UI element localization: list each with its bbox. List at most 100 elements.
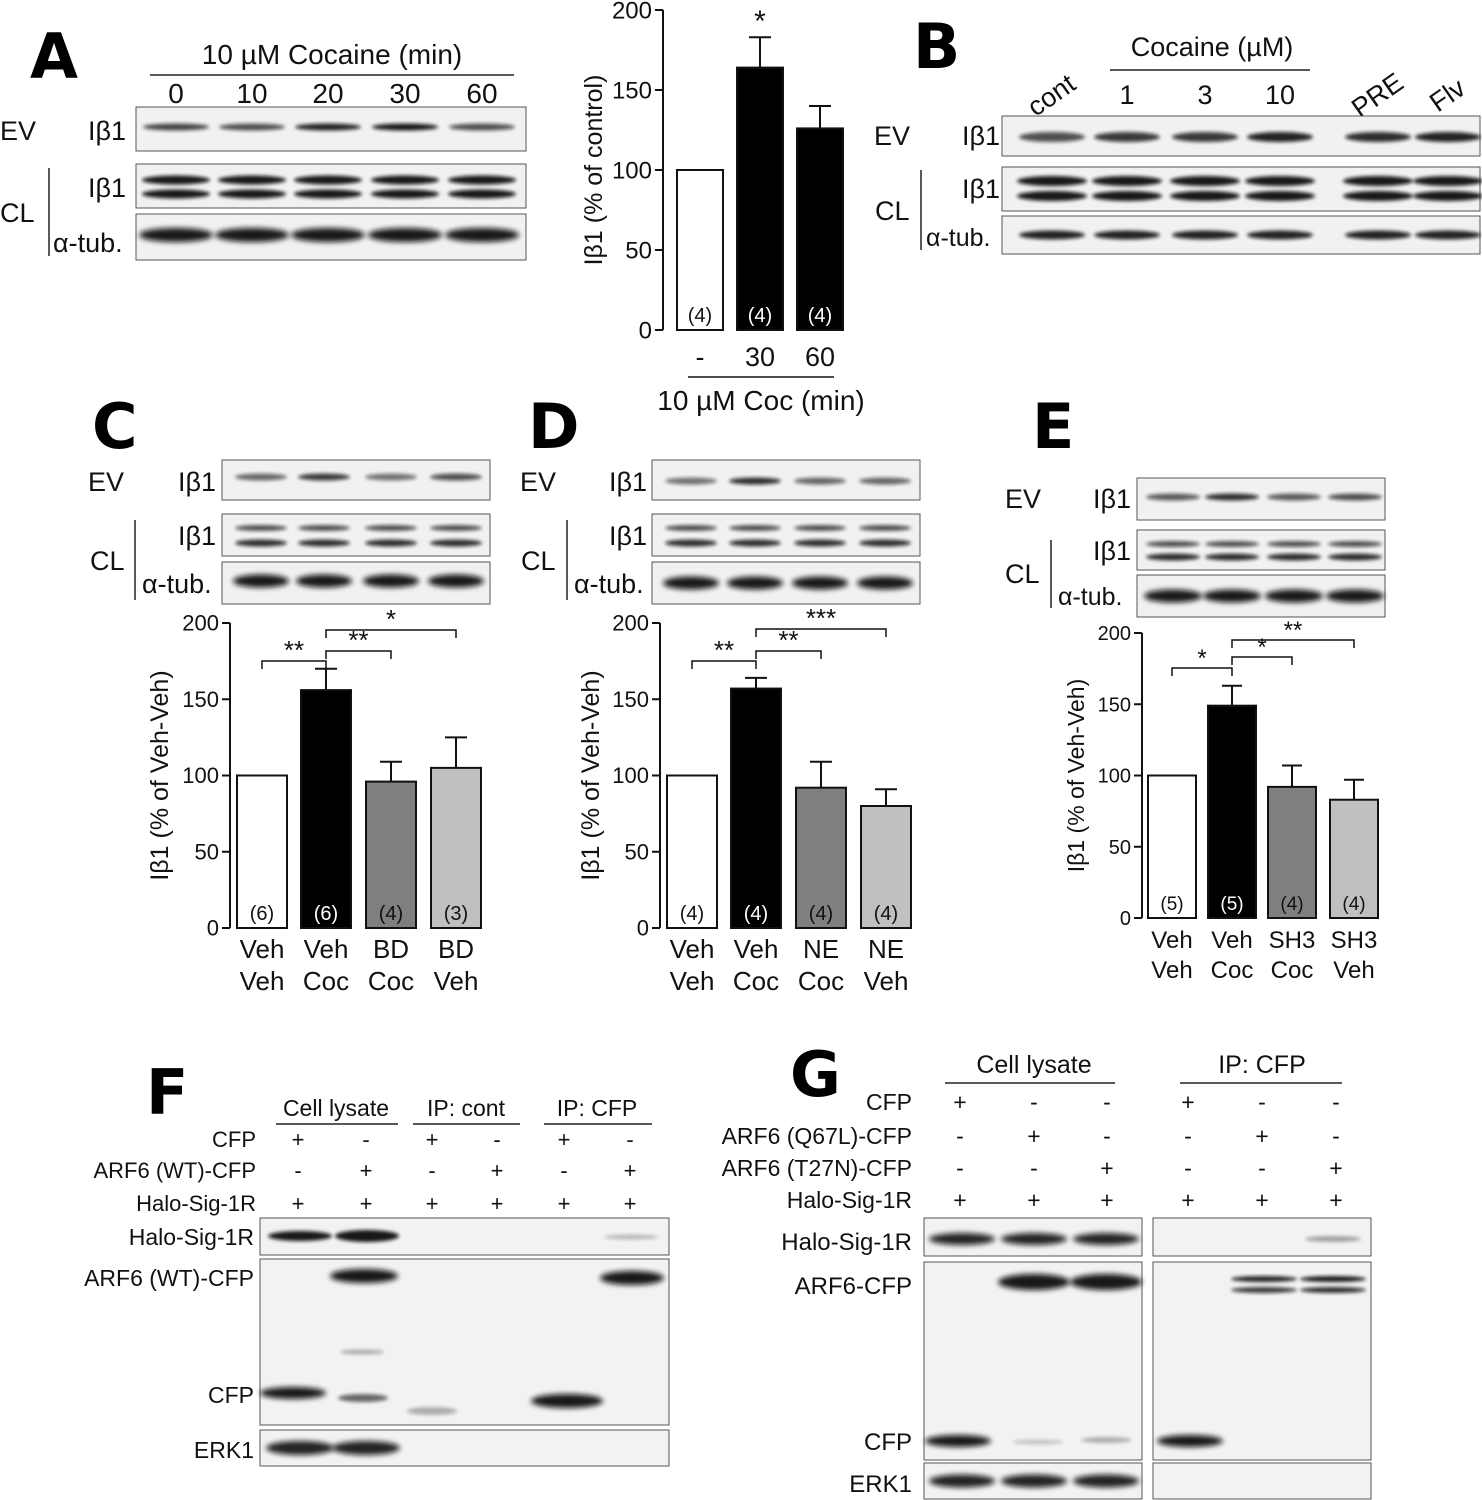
- condition-table-g: CFP + - - + - - ARF6 (Q67L)-CFP - + - - + - ARF6 (T27N…: [722, 1089, 1343, 1213]
- panel-letter-g: G: [790, 1038, 841, 1111]
- band-f-arf6-1: [330, 1269, 398, 1283]
- f-cond-sign-2-5: +: [624, 1191, 637, 1216]
- y-tick-label-50: 50: [625, 237, 652, 264]
- g-cond-sign-1-1: +: [1027, 1123, 1040, 1149]
- band-cl-lower-a-4: [448, 189, 516, 199]
- panel-d: D EV Iβ1 Iβ1 CL α-tub. 0 50 100 150 200 Iβ1 (…: [520, 390, 921, 996]
- row-label-tub-b: α-tub.: [926, 224, 990, 252]
- g-cond-sign-3-2: +: [1100, 1187, 1113, 1213]
- f-cond-sign-1-1: +: [360, 1158, 373, 1183]
- n-label-0: (6): [250, 903, 274, 925]
- y-tick-label-150: 150: [1098, 694, 1131, 716]
- y-tick-label-0: 0: [637, 916, 649, 941]
- band-cl-lower-e-2: [1267, 553, 1321, 561]
- row-label-ev-e: EV: [1005, 484, 1041, 514]
- f-cond-sign-1-2: -: [428, 1158, 435, 1183]
- x-tick-label-3-0: SH3: [1331, 927, 1378, 954]
- row-label-ib1-cl-d: Iβ1: [609, 521, 647, 551]
- band-tub-b-0: [1019, 230, 1085, 240]
- band-ev-d-3: [859, 477, 911, 485]
- blot-cl-d: [651, 513, 921, 557]
- y-tick-label-200: 200: [182, 611, 219, 636]
- bar-1: [736, 66, 784, 331]
- band-f-cfp-0: [260, 1387, 326, 1399]
- bands-cl-d: [665, 525, 911, 547]
- band-cl-lower-a-2: [294, 189, 362, 199]
- band-g-arf6-ip-4-upper: [1231, 1276, 1297, 1282]
- y-tick-label-0: 0: [207, 916, 219, 941]
- band-ev-c-1: [298, 473, 350, 481]
- lane-label-b-0: cont: [1022, 68, 1081, 122]
- g-cond-sign-1-3: -: [1184, 1123, 1192, 1149]
- panel-letter-e: E: [1032, 390, 1074, 463]
- row-label-ev-b: EV: [874, 121, 910, 151]
- n-label-3: (3): [444, 903, 468, 925]
- band-ev-b-3: [1247, 132, 1313, 142]
- band-tub-c-0: [233, 574, 289, 588]
- bar-2: [795, 786, 847, 930]
- group-label-b: Cocaine (µM): [1131, 32, 1294, 62]
- x-tick-label-2-1: Coc: [798, 966, 844, 996]
- bar-0: [236, 774, 288, 929]
- x-tick-label-1-1: Coc: [303, 966, 349, 996]
- sig-bracket-0: [1171, 667, 1233, 676]
- sig-star-0: *: [754, 5, 766, 38]
- bands-ev-a: [143, 123, 515, 131]
- lane-label-b-2: 3: [1197, 80, 1212, 110]
- x-tick-label-1-1: Coc: [733, 966, 779, 996]
- n-label-0: (4): [688, 305, 712, 327]
- band-g-arf6-2: [1070, 1274, 1142, 1290]
- blot-label-g-halo: Halo-Sig-1R: [781, 1229, 912, 1256]
- panel-letter-a: A: [30, 20, 78, 93]
- band-ev-c-0: [235, 473, 287, 481]
- f-cond-sign-2-0: +: [292, 1191, 305, 1216]
- treatment-label-a: 10 µM Cocaine (min): [202, 39, 462, 70]
- panel-g: G Cell lysate IP: CFP CFP + - - + - - ARF6 (Q67…: [722, 1038, 1372, 1500]
- y-tick-label-200: 200: [612, 611, 649, 636]
- band-cl-upper-e-0: [1146, 541, 1200, 547]
- f-cond-sign-0-1: -: [362, 1127, 369, 1152]
- band-g-cfp-ip-3: [1157, 1435, 1223, 1447]
- lane-label-b-4: PRE: [1346, 67, 1409, 123]
- row-label-ev-a: EV: [0, 116, 36, 146]
- band-tub-c-3: [428, 574, 484, 588]
- band-ev-e-2: [1267, 493, 1321, 501]
- y-tick-label-50: 50: [625, 839, 649, 864]
- g-cond-sign-1-2: -: [1103, 1123, 1111, 1149]
- n-label-2: (4): [809, 903, 833, 925]
- f-cond-sign-1-4: -: [560, 1158, 567, 1183]
- blot-label-f-erk1: ERK1: [194, 1437, 254, 1463]
- bands-tub-c: [233, 574, 484, 588]
- band-tub-d-2: [792, 576, 848, 590]
- bands-cl-b: [1017, 176, 1482, 201]
- sig-bracket-2: [755, 628, 887, 637]
- x-tick-label-2-0: SH3: [1269, 927, 1316, 954]
- y-tick-label-0: 0: [639, 317, 652, 344]
- bar-3: [860, 805, 912, 929]
- bar-2: [365, 780, 417, 929]
- f-cond-label-1: ARF6 (WT)-CFP: [93, 1158, 256, 1183]
- g-cond-sign-2-4: -: [1258, 1155, 1266, 1181]
- x-tick-label-0-1: Veh: [240, 966, 285, 996]
- y-tick-label-200: 200: [1098, 623, 1131, 645]
- lane-label-a-4: 60: [466, 78, 497, 109]
- sig-bracket-1: [755, 650, 822, 659]
- band-tub-e-1: [1203, 589, 1261, 603]
- x-tick-label-0-0: Veh: [1151, 927, 1192, 954]
- band-cl-upper-e-2: [1267, 541, 1321, 547]
- band-ev-e-0: [1146, 493, 1200, 501]
- f-cond-sign-2-3: +: [491, 1191, 504, 1216]
- band-ev-d-2: [794, 477, 846, 485]
- y-axis-label: Iβ1 (% of control): [580, 75, 608, 266]
- n-label-2: (4): [808, 305, 832, 327]
- blot-label-f-halo: Halo-Sig-1R: [129, 1224, 254, 1250]
- panel-letter-f: F: [146, 1056, 188, 1129]
- band-f-faint-1: [340, 1349, 384, 1355]
- lane-label-b-5: Flv: [1424, 72, 1471, 118]
- band-g-erk1-1: [1001, 1474, 1067, 1488]
- bar-1: [730, 687, 782, 930]
- band-cl-upper-a-0: [142, 175, 210, 185]
- g-cond-sign-0-5: -: [1332, 1089, 1340, 1115]
- band-g-halo-0: [929, 1233, 995, 1245]
